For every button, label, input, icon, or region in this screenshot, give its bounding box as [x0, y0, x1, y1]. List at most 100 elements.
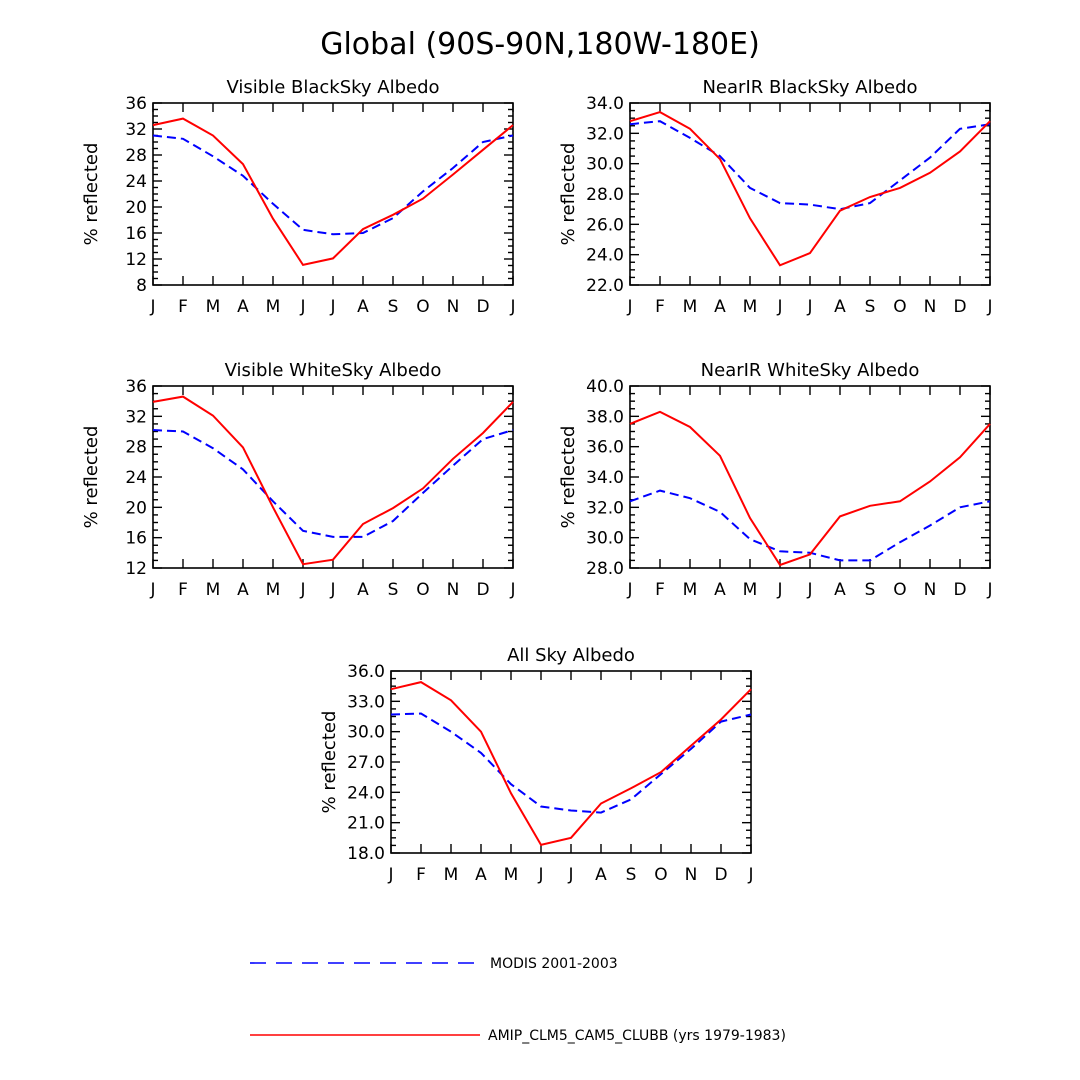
- y-tick-label: 28: [125, 146, 147, 166]
- x-tick-label: M: [206, 297, 221, 317]
- x-tick-label: J: [509, 580, 515, 600]
- chart-panel-3: Visible WhiteSky Albedo % reflected 12 16 20…: [81, 360, 516, 600]
- y-tick-label: 32: [125, 120, 147, 140]
- x-tick-label: O: [416, 580, 429, 600]
- y-tick-label: 28: [125, 438, 147, 458]
- y-tick-label: 36: [125, 377, 147, 397]
- x-tick-label: N: [447, 297, 460, 317]
- x-tick-label: F: [655, 297, 665, 317]
- series-line-model: [152, 395, 514, 566]
- y-tick-label: 26.0: [586, 215, 624, 235]
- x-tick-label: J: [299, 580, 305, 600]
- x-tick-label: S: [388, 297, 399, 317]
- x-tick-label: J: [747, 865, 753, 885]
- x-tick-label: M: [683, 580, 698, 600]
- y-tick-label: 20: [125, 198, 147, 218]
- legend: MODIS 2001-2003 AMIP_CLM5_CAM5_CLUBB (yr…: [250, 956, 786, 1044]
- chart-panel-4: NearIR WhiteSky Albedo % reflected 28.0 30.…: [558, 360, 993, 600]
- x-tick-label: M: [743, 580, 758, 600]
- x-tick-label: A: [834, 297, 846, 317]
- y-tick-label: 30.0: [586, 155, 624, 175]
- panel-title: NearIR WhiteSky Albedo: [701, 360, 920, 381]
- y-axis-label: % reflected: [81, 143, 102, 246]
- x-tick-label: O: [893, 297, 906, 317]
- series-line-model: [390, 681, 752, 847]
- panel-title: Visible BlackSky Albedo: [226, 77, 439, 98]
- y-tick-label: 38.0: [586, 407, 624, 427]
- x-tick-label: A: [475, 865, 487, 885]
- x-tick-label: J: [509, 297, 515, 317]
- x-tick-label: J: [149, 580, 155, 600]
- x-tick-label: D: [476, 297, 489, 317]
- x-tick-label: J: [986, 297, 992, 317]
- chart-panel-1: Visible BlackSky Albedo % reflected 8 12 16 2…: [81, 77, 516, 317]
- x-tick-label: N: [447, 580, 460, 600]
- x-tick-label: D: [953, 297, 966, 317]
- figure-title: Global (90S-90N,180W-180E): [320, 27, 760, 62]
- y-tick-label: 30.0: [347, 723, 385, 743]
- y-tick-label: 33.0: [347, 692, 385, 712]
- y-tick-label: 36.0: [586, 438, 624, 458]
- y-tick-label: 12: [125, 559, 147, 579]
- y-tick-label: 27.0: [347, 753, 385, 773]
- x-tick-label: A: [595, 865, 607, 885]
- x-tick-label: A: [357, 297, 369, 317]
- x-tick-label: M: [444, 865, 459, 885]
- y-tick-label: 21.0: [347, 814, 385, 834]
- series-line-modis: [629, 489, 991, 562]
- x-tick-label: A: [714, 297, 726, 317]
- legend-model-label: AMIP_CLM5_CAM5_CLUBB (yrs 1979-1983): [488, 1028, 786, 1044]
- x-tick-label: J: [329, 580, 335, 600]
- x-tick-label: M: [504, 865, 519, 885]
- y-tick-label: 28.0: [586, 185, 624, 205]
- y-tick-label: 24.0: [586, 246, 624, 266]
- x-tick-label: D: [476, 580, 489, 600]
- x-tick-label: S: [865, 297, 876, 317]
- x-tick-label: A: [237, 580, 249, 600]
- x-tick-label: N: [924, 297, 937, 317]
- y-tick-label: 8: [136, 276, 147, 296]
- x-tick-label: J: [149, 297, 155, 317]
- x-tick-label: A: [237, 297, 249, 317]
- x-tick-label: S: [865, 580, 876, 600]
- x-tick-label: J: [299, 297, 305, 317]
- x-tick-label: J: [626, 580, 632, 600]
- x-tick-label: M: [266, 580, 281, 600]
- x-tick-label: D: [714, 865, 727, 885]
- x-tick-label: M: [683, 297, 698, 317]
- panel-title: NearIR BlackSky Albedo: [702, 77, 917, 98]
- series-line-modis: [629, 120, 991, 211]
- y-tick-label: 16: [125, 224, 147, 244]
- series-line-modis: [390, 712, 752, 814]
- legend-modis-label: MODIS 2001-2003: [490, 956, 618, 972]
- series-line-model: [152, 117, 514, 267]
- x-tick-label: O: [654, 865, 667, 885]
- series-line-modis: [152, 134, 514, 236]
- y-tick-label: 40.0: [586, 377, 624, 397]
- chart-panel-2: NearIR BlackSky Albedo % reflected 22.0 24.…: [558, 77, 993, 317]
- x-tick-label: J: [567, 865, 573, 885]
- series-line-model: [629, 410, 991, 567]
- plot-frame: [152, 385, 514, 569]
- x-tick-label: J: [986, 580, 992, 600]
- plot-frame: [390, 670, 752, 854]
- y-tick-label: 18.0: [347, 844, 385, 864]
- x-tick-label: J: [806, 297, 812, 317]
- y-tick-label: 24: [125, 468, 147, 488]
- y-tick-label: 32.0: [586, 498, 624, 518]
- y-axis-label: % reflected: [319, 711, 340, 814]
- y-tick-label: 22.0: [586, 276, 624, 296]
- x-tick-label: S: [626, 865, 637, 885]
- x-tick-label: J: [776, 297, 782, 317]
- x-tick-label: M: [206, 580, 221, 600]
- y-tick-label: 12: [125, 250, 147, 270]
- x-tick-label: O: [893, 580, 906, 600]
- x-tick-label: A: [834, 580, 846, 600]
- y-tick-label: 24.0: [347, 783, 385, 803]
- y-tick-label: 16: [125, 529, 147, 549]
- y-tick-label: 36: [125, 94, 147, 114]
- y-tick-label: 30.0: [586, 529, 624, 549]
- y-axis-label: % reflected: [81, 426, 102, 529]
- y-tick-label: 34.0: [586, 468, 624, 488]
- x-tick-label: D: [953, 580, 966, 600]
